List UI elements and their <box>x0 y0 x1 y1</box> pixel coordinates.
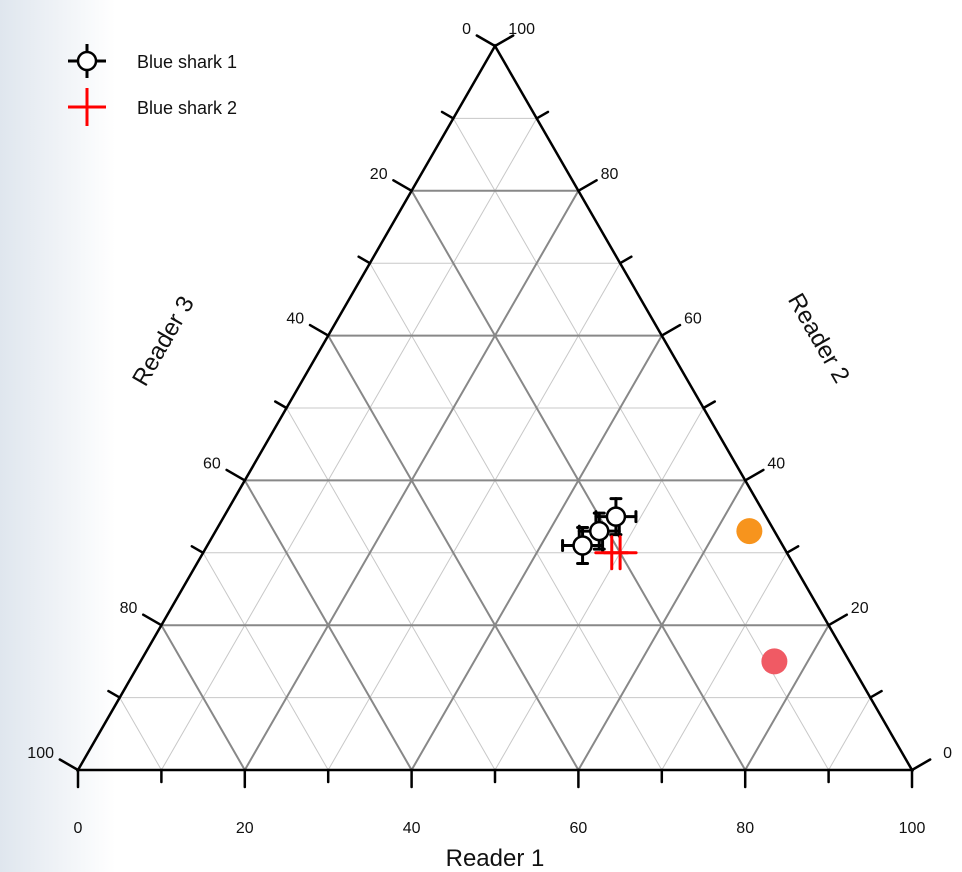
left-tick <box>225 468 247 482</box>
legend-item-blue-shark-1: Blue shark 1 <box>68 44 237 78</box>
left-tick-label: 100 <box>27 745 54 762</box>
circle-marker <box>572 535 593 556</box>
left-tick <box>475 34 497 48</box>
right-tick-label: 40 <box>767 455 785 472</box>
left-tick <box>273 400 288 410</box>
minor-gridline <box>661 552 788 771</box>
dot-marker <box>761 648 788 675</box>
left-tick <box>440 110 455 120</box>
right-tick-label: 0 <box>943 745 952 762</box>
left-tick-label: 40 <box>286 311 304 328</box>
major-gridline <box>744 624 830 771</box>
left-tick <box>141 613 163 627</box>
left-tick <box>190 545 205 555</box>
bottom-tick-label: 40 <box>403 820 421 837</box>
right-tick <box>869 689 883 699</box>
left-tick <box>392 179 413 193</box>
right-tick <box>910 758 932 772</box>
left-axis-title: Reader 3 <box>127 292 200 391</box>
bottom-tick-label: 0 <box>74 820 83 837</box>
blue-shark-1-point <box>594 497 638 537</box>
major-gridline <box>243 479 413 771</box>
major-gridline <box>327 334 580 771</box>
minor-gridline <box>369 262 663 771</box>
bottom-tick-label: 80 <box>736 820 754 837</box>
right-tick <box>535 110 550 120</box>
right-tick <box>702 400 717 410</box>
major-gridline <box>577 479 747 771</box>
data-points <box>561 497 788 675</box>
legend-item-blue-shark-2: Blue shark 2 <box>68 88 237 126</box>
major-gridline <box>410 334 663 771</box>
minor-gridline <box>327 262 621 771</box>
left-tick <box>58 758 80 772</box>
right-tick <box>785 545 800 555</box>
circle-marker <box>605 506 627 527</box>
dot-marker <box>736 518 763 545</box>
major-gridline <box>160 624 246 771</box>
right-tick-label: 60 <box>684 311 702 328</box>
left-tick <box>107 689 121 699</box>
left-tick-label: 80 <box>120 600 138 617</box>
legend-label: Blue shark 1 <box>137 52 237 72</box>
right-tick <box>660 323 682 337</box>
left-tick-label: 0 <box>462 21 471 38</box>
right-tick <box>827 613 849 627</box>
left-tick-label: 20 <box>370 166 388 183</box>
circle-marker <box>589 520 610 542</box>
x-axis-title: Reader 1 <box>446 845 545 872</box>
legend: Blue shark 1 Blue shark 2 <box>68 44 237 126</box>
bottom-tick-label: 60 <box>570 820 588 837</box>
right-tick <box>618 255 633 265</box>
right-tick-label: 100 <box>508 21 535 38</box>
minor-gridline <box>160 117 538 771</box>
left-tick-label: 60 <box>203 455 221 472</box>
legend-label: Blue shark 2 <box>137 98 237 118</box>
tick-labels: 0 20 40 60 80 100 0 20 40 60 80 100 0 20 40 60 80 100 <box>27 21 952 837</box>
right-tick-label: 20 <box>851 600 869 617</box>
right-axis-title: Reader 2 <box>782 289 855 388</box>
left-tick <box>357 255 372 265</box>
blue-shark-1-point <box>561 526 605 566</box>
minor-gridline <box>119 697 162 771</box>
axis-ticks <box>58 34 932 789</box>
bottom-tick-label: 20 <box>236 820 254 837</box>
minor-grid <box>119 117 871 771</box>
minor-gridline <box>828 697 871 771</box>
right-tick-label: 80 <box>601 166 619 183</box>
right-tick <box>577 179 598 193</box>
minor-gridline <box>494 407 704 771</box>
major-grid <box>160 189 830 771</box>
bottom-tick-label: 100 <box>899 820 926 837</box>
left-tick <box>308 323 330 337</box>
blue-shark-2-point <box>602 535 638 571</box>
right-tick <box>743 468 765 482</box>
minor-gridline <box>202 552 329 771</box>
minor-gridline <box>286 407 496 771</box>
legend-circle-marker <box>76 50 98 72</box>
right-tick <box>493 34 515 48</box>
